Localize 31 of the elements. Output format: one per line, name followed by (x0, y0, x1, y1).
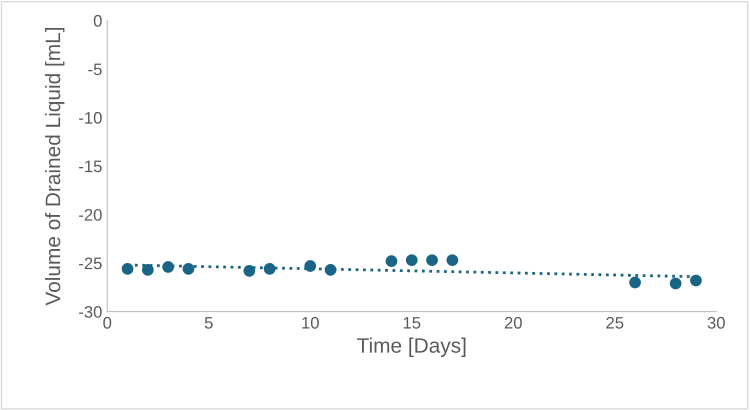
y-tick-label: -30 (79, 306, 102, 318)
point (182, 263, 194, 275)
point (324, 264, 336, 276)
point (690, 274, 702, 286)
point (446, 254, 458, 266)
x-tick-label: 5 (204, 317, 213, 329)
point (264, 263, 276, 275)
y-tick-label: -20 (79, 208, 102, 221)
point (406, 254, 418, 266)
x-tick-label: 25 (606, 316, 624, 329)
point (629, 276, 641, 288)
x-tick-label: 30 (708, 316, 725, 329)
point (670, 278, 682, 290)
y-axis-title: Volume of Drained Liquid [mL] (44, 28, 64, 306)
y-tick-label: 0 (94, 14, 102, 27)
x-tick-label: 15 (404, 317, 420, 329)
y-tick-label: -5 (88, 64, 102, 76)
x-tick-label: 0 (103, 316, 112, 329)
x-tick-label: 10 (302, 316, 319, 329)
point (244, 265, 256, 277)
x-tick-label: 20 (504, 316, 522, 329)
point (122, 263, 134, 275)
y-tick-label: -15 (79, 160, 102, 172)
point (386, 255, 398, 267)
point (162, 261, 174, 273)
y-tick-label: -10 (79, 112, 102, 124)
x-axis-title: Time [Days] (357, 338, 466, 357)
y-tick-label: -25 (79, 257, 102, 270)
point (142, 264, 154, 276)
point (426, 254, 438, 266)
point (304, 260, 316, 272)
